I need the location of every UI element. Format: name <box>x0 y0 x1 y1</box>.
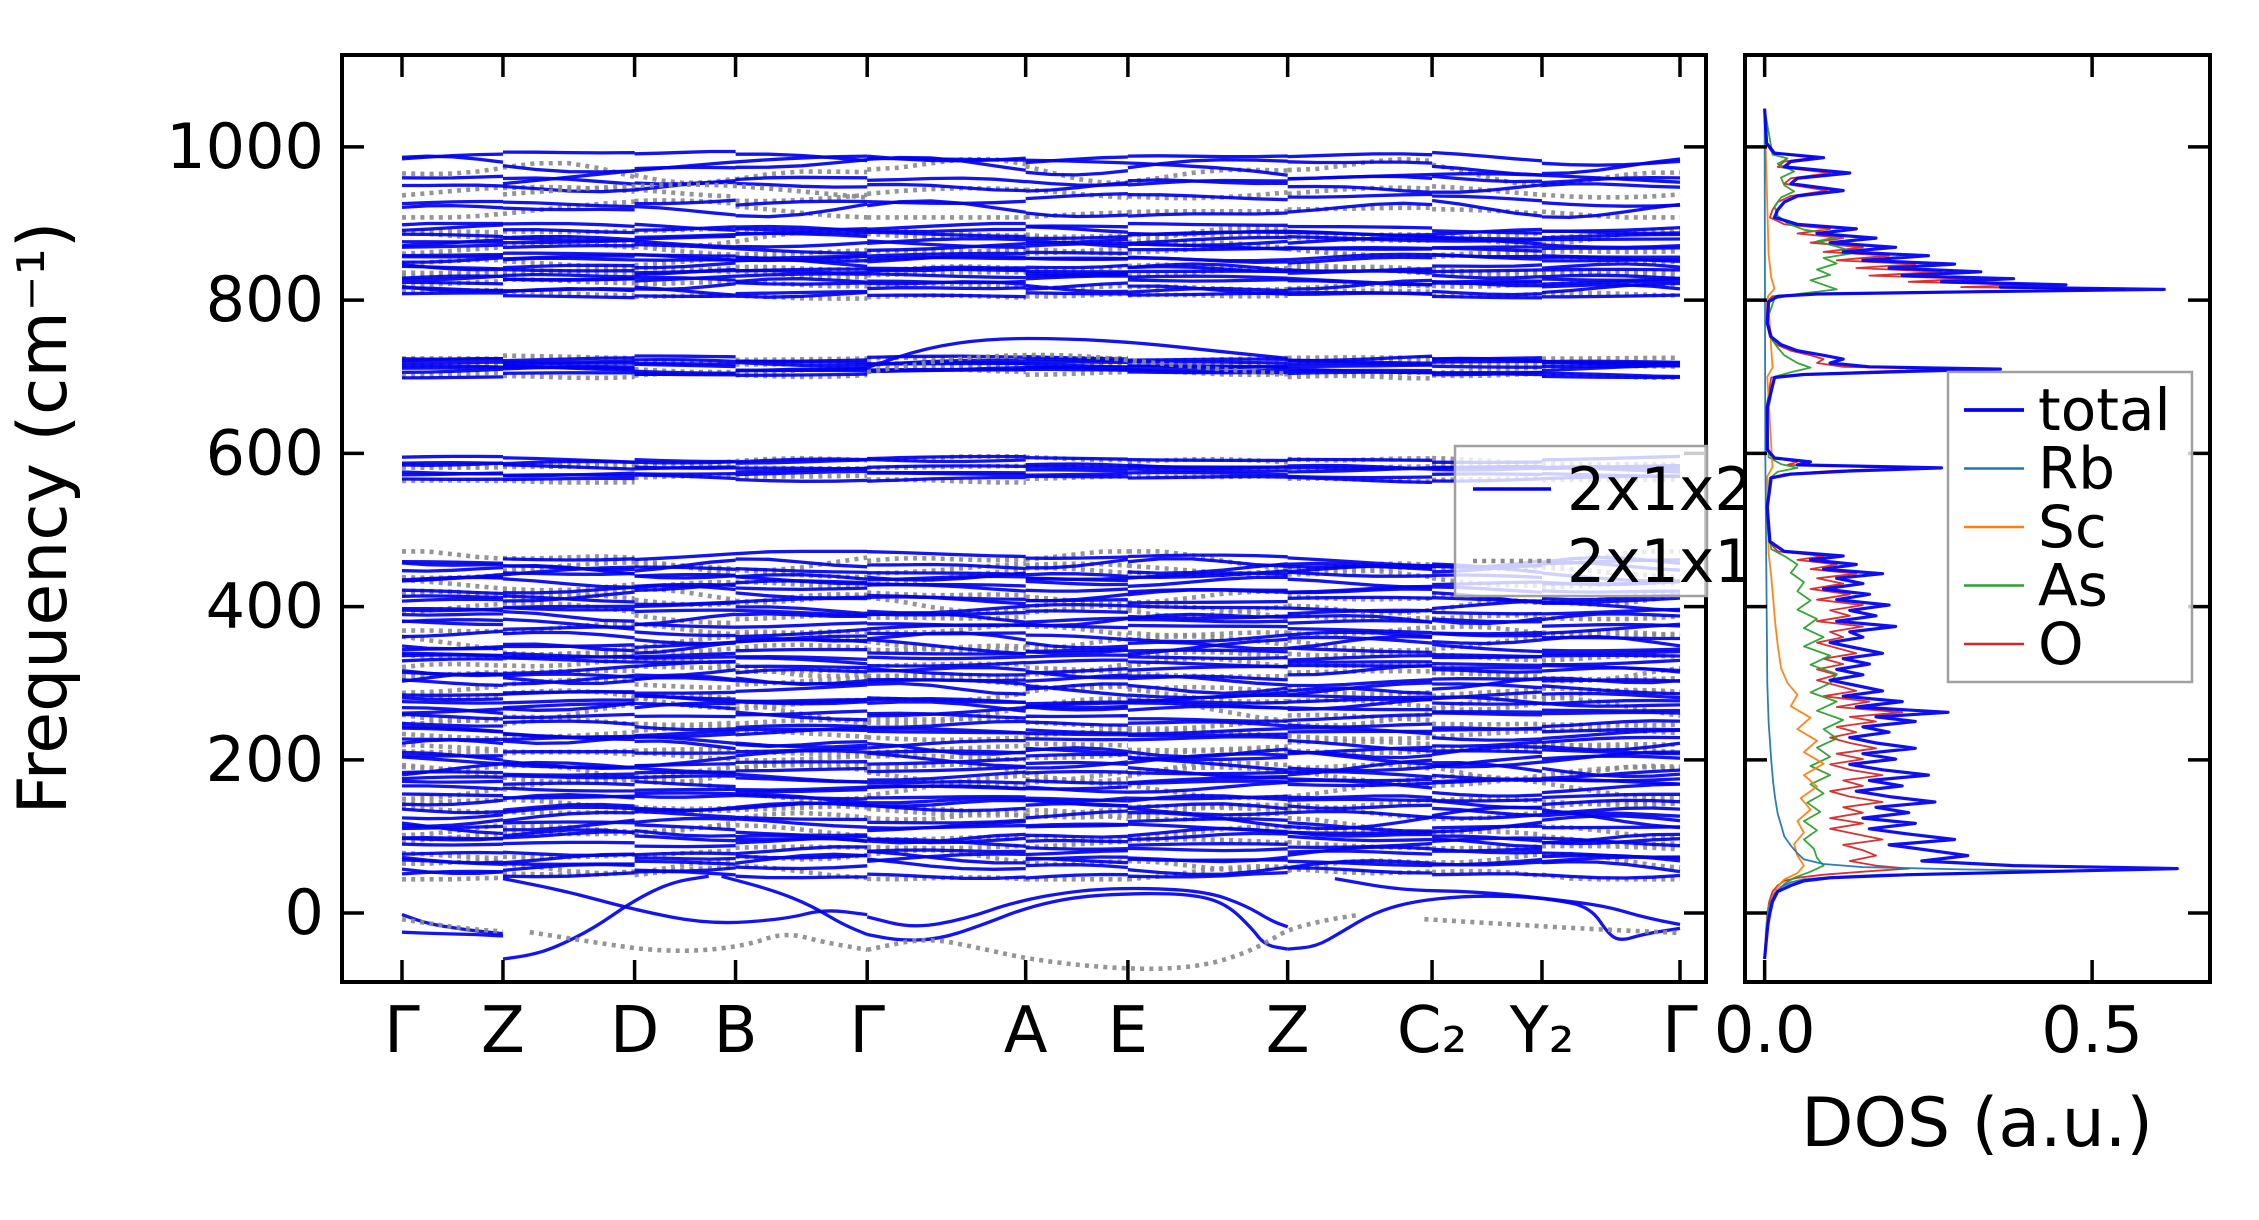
band-feature-line <box>1287 172 1681 184</box>
acoustic-branch-2x1x1 <box>529 929 868 954</box>
y-tick-label: 200 <box>206 723 324 796</box>
legend-item-label: Rb <box>2038 435 2115 503</box>
band-line-2x1x1 <box>401 473 1681 485</box>
band-feature-line <box>866 352 1288 376</box>
band-line-2x1x1 <box>402 198 1680 220</box>
band-line-2x1x2 <box>401 221 1681 235</box>
k-point-label: C₂ <box>1397 994 1467 1068</box>
dos-panel-frame <box>1743 53 2212 984</box>
band-line-2x1x2 <box>401 646 1681 660</box>
k-point-label: Z <box>1266 994 1310 1068</box>
band-line-2x1x2 <box>401 791 1680 803</box>
dos-series-As <box>1763 108 1858 960</box>
band-line-2x1x1 <box>401 287 1681 301</box>
dos-x-tick-label: 0.0 <box>1714 994 1816 1068</box>
dos-x-axis-label: DOS (a.u.) <box>1801 1084 2153 1163</box>
band-line-2x1x2 <box>401 798 1681 818</box>
band-line-2x1x2 <box>401 149 1681 167</box>
k-point-label: Γ <box>384 994 420 1068</box>
band-line-2x1x2 <box>401 656 1681 670</box>
y-tick-label: 600 <box>206 416 324 489</box>
band-line-2x1x2 <box>401 354 1681 365</box>
legend-item-label: 2x1x1 <box>1567 527 1753 597</box>
dos-series-O <box>1763 108 2126 960</box>
k-point-label: D <box>610 994 659 1068</box>
y-tick-label: 1000 <box>166 110 324 183</box>
band-line-2x1x1 <box>401 353 1681 366</box>
band-feature-line <box>867 156 1288 177</box>
band-line-2x1x2 <box>401 198 1681 220</box>
band-line-2x1x1 <box>401 184 1681 204</box>
band-line-2x1x2 <box>401 758 1681 779</box>
acoustic-branch-2x1x2 <box>1287 894 1681 951</box>
band-line-2x1x1 <box>401 366 1680 381</box>
acoustic-branches-group <box>401 154 1681 972</box>
band-feature-line <box>502 182 868 200</box>
band-line-2x1x1 <box>402 549 1680 576</box>
band-feature-line <box>866 336 1288 370</box>
legend-item-label: As <box>2038 552 2108 620</box>
band-line-2x1x2 <box>401 719 1681 732</box>
acoustic-branch-2x1x2 <box>721 874 868 937</box>
y-tick-label: 400 <box>206 570 324 643</box>
legend-item-label: 2x1x2 <box>1567 455 1753 525</box>
band-line-2x1x2 <box>401 616 1681 631</box>
band-line-2x1x2 <box>401 629 1680 646</box>
k-point-label: Z <box>481 994 525 1068</box>
k-point-label: E <box>1108 994 1148 1068</box>
acoustic-branch-2x1x2 <box>1334 876 1681 927</box>
acoustic-branch-2x1x1 <box>1424 916 1681 936</box>
band-line-2x1x1 <box>401 712 1681 732</box>
band-line-2x1x2 <box>401 846 1681 860</box>
acoustic-branch-2x1x2 <box>401 930 504 938</box>
dos-series-total <box>1763 108 2179 960</box>
k-point-label: Γ <box>1662 994 1698 1068</box>
bands-2x1x2-solid-group <box>401 149 1681 881</box>
band-feature-line <box>502 154 868 186</box>
acoustic-branch-2x1x2 <box>502 874 709 961</box>
dos-x-tick-label: 0.5 <box>2041 994 2143 1068</box>
dos-legend-box <box>1946 370 2194 684</box>
dos-curves-group <box>1763 108 2179 960</box>
legend-item-label: total <box>2038 376 2171 444</box>
bands-legend-box <box>1453 444 1709 598</box>
y-tick-label: 800 <box>206 263 324 336</box>
k-point-label: B <box>714 994 758 1068</box>
y-tick-label: 0 <box>285 876 324 949</box>
acoustic-branch-2x1x2 <box>502 876 868 925</box>
band-line-2x1x2 <box>401 192 1681 209</box>
acoustic-branch-2x1x2 <box>866 891 1288 951</box>
k-point-label: Y₂ <box>1509 994 1575 1068</box>
axis-tick-labels-group: Frequency (cm⁻¹) DOS (a.u.) 0 200 400 600 80… <box>4 110 2153 1163</box>
legend-item-label: Sc <box>2038 493 2107 561</box>
k-point-label: A <box>1004 994 1048 1068</box>
acoustic-branch-2x1x1 <box>401 916 504 934</box>
acoustic-branch-2x1x2 <box>866 886 1289 929</box>
y-axis-label: Frequency (cm⁻¹) <box>4 222 83 815</box>
band-line-2x1x2 <box>401 830 1681 846</box>
band-line-2x1x2 <box>401 805 1681 831</box>
k-point-label: Γ <box>849 994 885 1068</box>
legend-item-label: O <box>2038 610 2084 678</box>
band-line-2x1x1 <box>401 156 1681 188</box>
